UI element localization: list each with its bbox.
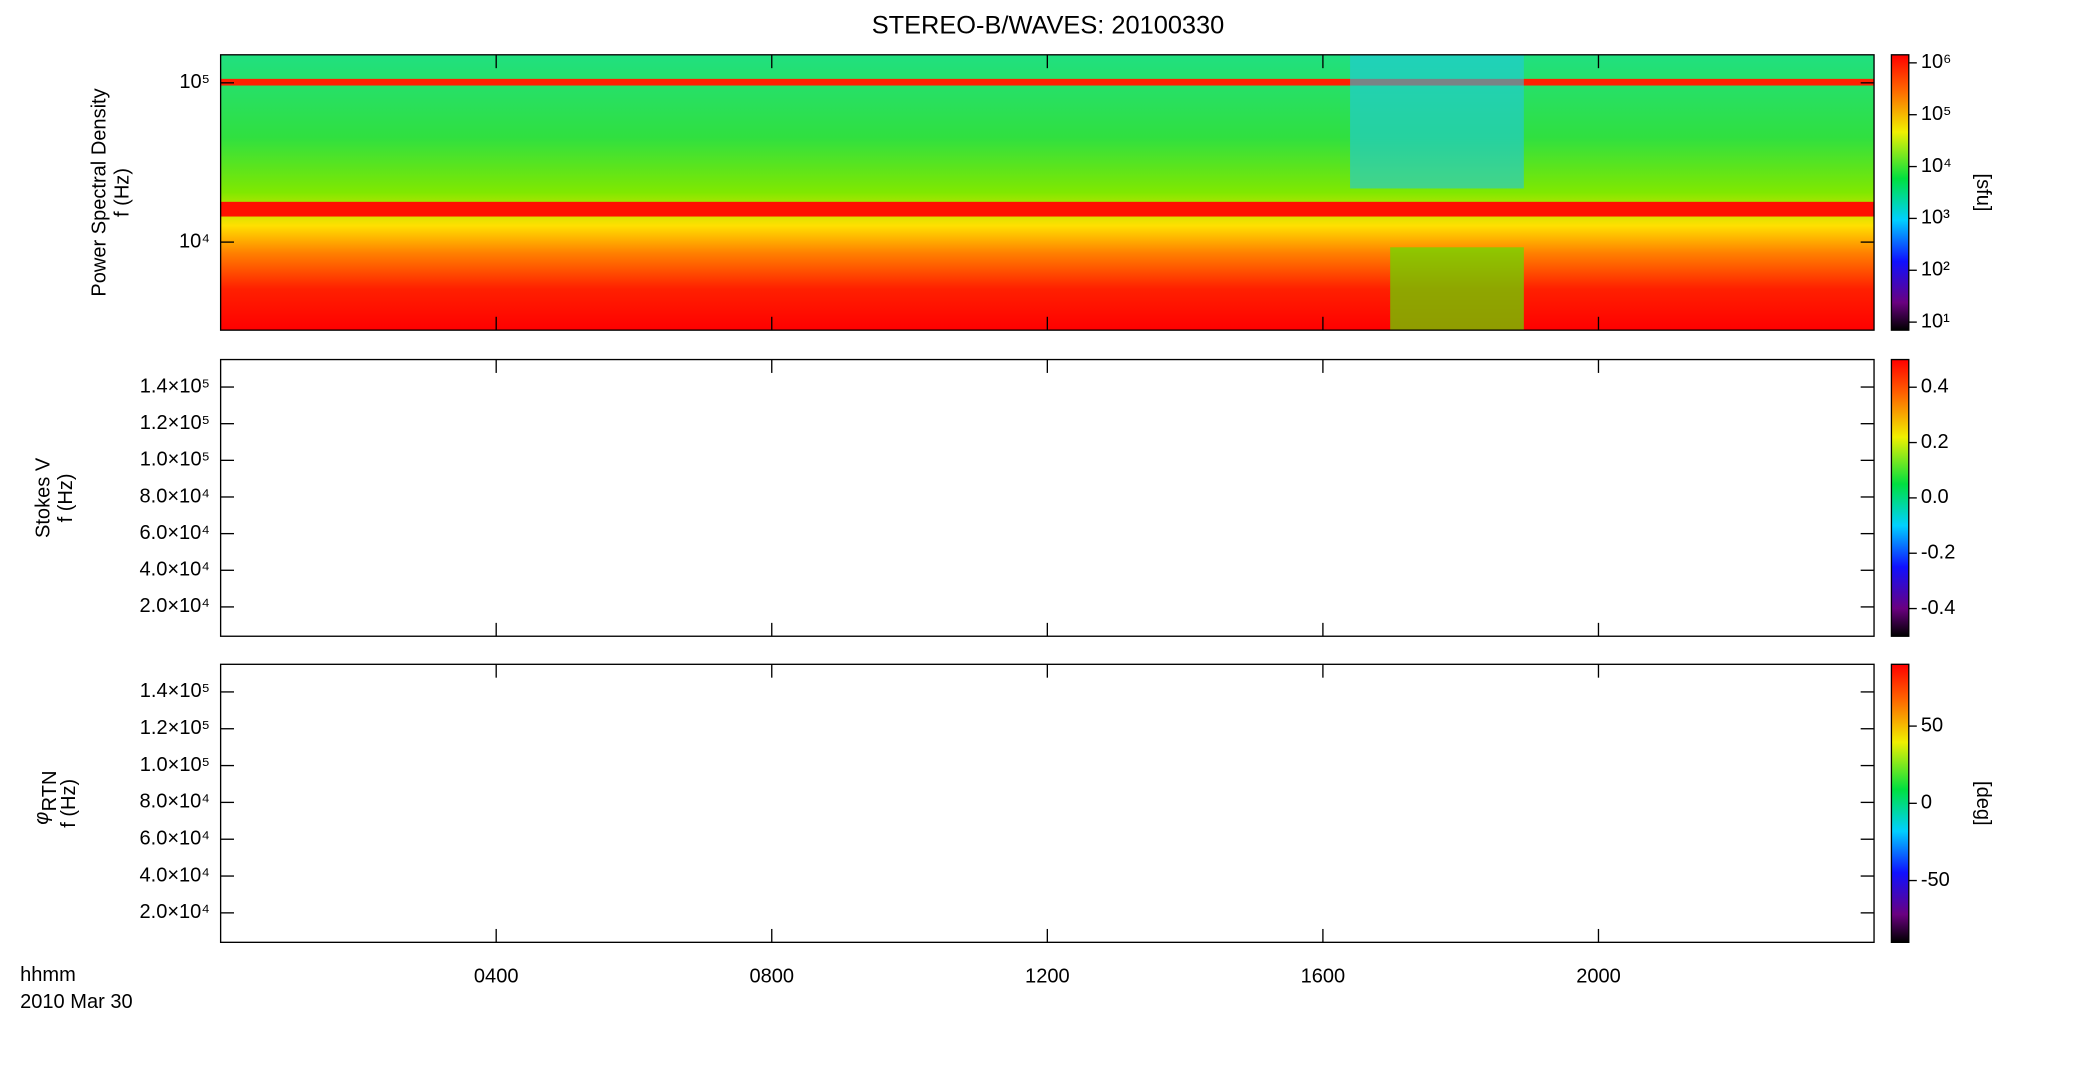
y-axis-label: Power Spectral Density: [89, 88, 111, 296]
y-axis-label: f (Hz): [111, 168, 133, 217]
colorbar-tick-label: 0.2: [1921, 431, 1949, 453]
colorbar-tick-label: -0.2: [1921, 542, 1956, 564]
spectrogram-band: [220, 78, 1875, 86]
y-axis-label: f (Hz): [55, 473, 77, 522]
y-tick-label: 6.0×10⁴: [139, 828, 209, 850]
y-tick-label: 2.0×10⁴: [139, 901, 209, 923]
colorbar-label: [sfu]: [1972, 174, 1994, 212]
x-tick-label: 1200: [1025, 965, 1070, 987]
spectrogram-image: [220, 54, 1875, 331]
y-tick-label: 1.0×10⁵: [140, 754, 210, 776]
y-axis-label: Stokes V: [32, 457, 54, 538]
x-axis-label: hhmm: [20, 964, 76, 986]
y-tick-label: 2.0×10⁴: [139, 595, 209, 617]
colorbar: [1890, 663, 1910, 943]
spectrogram-patch: [1350, 54, 1524, 189]
colorbar-tick-label: 10⁶: [1921, 51, 1952, 73]
date-label: 2010 Mar 30: [20, 991, 132, 1013]
colorbar-tick-label: 10¹: [1921, 310, 1950, 332]
plot-frame: [219, 663, 1875, 943]
y-tick-label: 1.0×10⁵: [140, 449, 210, 471]
colorbar: [1890, 54, 1910, 331]
y-tick-label: 6.0×10⁴: [139, 522, 209, 544]
x-tick-label: 0800: [749, 965, 794, 987]
colorbar-tick-label: 10⁴: [1921, 155, 1952, 177]
y-tick-label: 10⁵: [179, 71, 210, 93]
quantity-symbol: φ: [31, 812, 53, 825]
colorbar: [1890, 358, 1910, 637]
plot-frame: [219, 358, 1875, 637]
colorbar-label: [deg]: [1972, 781, 1994, 826]
y-tick-label: 1.2×10⁵: [140, 717, 210, 739]
colorbar-tick-label: 0: [1921, 792, 1932, 814]
y-tick-label: 1.4×10⁵: [140, 680, 210, 702]
y-tick-label: 4.0×10⁴: [139, 559, 209, 581]
colorbar-tick-label: 0.0: [1921, 486, 1949, 508]
colorbar-tick-label: 10²: [1921, 259, 1950, 281]
colorbar-tick-label: -50: [1921, 869, 1950, 891]
chart-title: STEREO-B/WAVES: 20100330: [872, 11, 1225, 39]
x-tick-label: 0400: [474, 965, 519, 987]
y-tick-label: 8.0×10⁴: [139, 485, 209, 507]
x-tick-label: 2000: [1576, 965, 1621, 987]
colorbar-tick-label: 10⁵: [1921, 103, 1952, 125]
colorbar-tick-label: 10³: [1921, 207, 1950, 229]
spectrogram-patch: [1390, 247, 1524, 331]
y-tick-label: 4.0×10⁴: [139, 864, 209, 886]
spectrogram-band: [220, 201, 1875, 217]
y-tick-label: 8.0×10⁴: [139, 791, 209, 813]
y-axis-label: f (Hz): [58, 779, 80, 828]
y-tick-label: 1.2×10⁵: [140, 412, 210, 434]
colorbar-tick-label: 50: [1921, 714, 1943, 736]
y-tick-label: 10⁴: [179, 230, 210, 252]
y-tick-label: 1.4×10⁵: [140, 375, 210, 397]
quantity-subscript: RTN: [39, 771, 61, 812]
colorbar-tick-label: -0.4: [1921, 597, 1956, 619]
x-tick-label: 1600: [1301, 965, 1346, 987]
colorbar-tick-label: 0.4: [1921, 376, 1949, 398]
